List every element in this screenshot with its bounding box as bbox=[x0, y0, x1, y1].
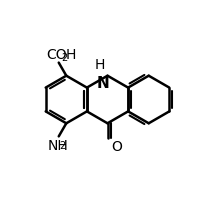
Text: H: H bbox=[94, 57, 105, 71]
Text: NH: NH bbox=[48, 139, 68, 153]
Text: O: O bbox=[111, 140, 122, 154]
Text: H: H bbox=[66, 47, 76, 61]
Text: 2: 2 bbox=[59, 141, 66, 151]
Text: N: N bbox=[96, 75, 109, 90]
Text: 2: 2 bbox=[61, 53, 68, 63]
Text: CO: CO bbox=[47, 47, 67, 61]
